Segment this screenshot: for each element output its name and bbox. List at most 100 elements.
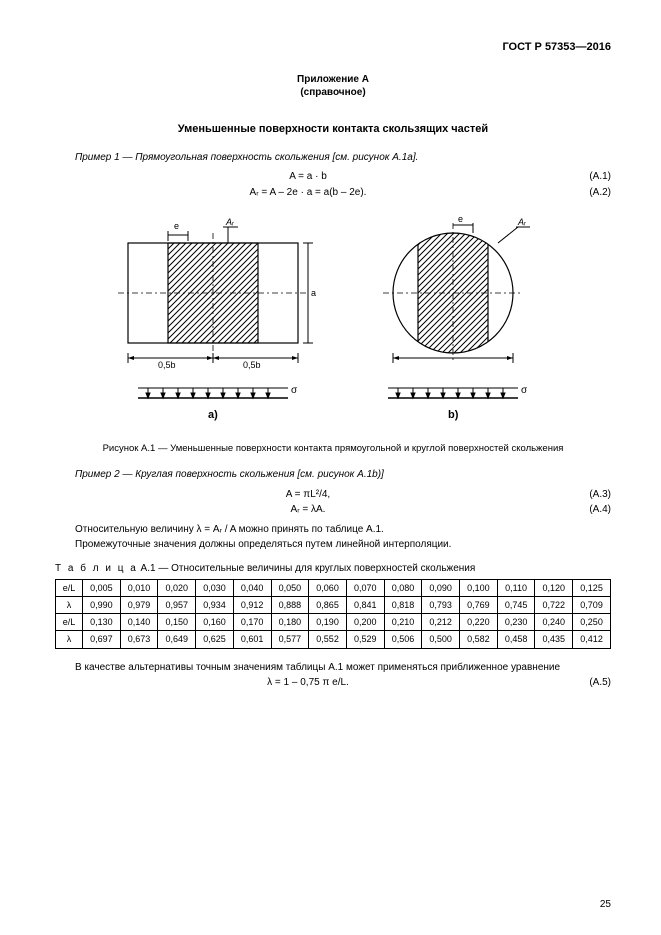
annex-type: (справочное) (55, 86, 611, 100)
table-a1-caption: Т а б л и ц а А.1 — Относительные величи… (55, 562, 611, 576)
table-cell: 0,220 (460, 614, 498, 631)
figure-a-label-a: a (311, 288, 316, 298)
figure-b-label-sigma: σ (521, 385, 528, 396)
table-cell: 0,957 (158, 597, 196, 614)
table-cell: 0,180 (271, 614, 309, 631)
equation-a1-number: (А.1) (561, 170, 611, 184)
equation-a1-row: A = a · b (А.1) (55, 170, 611, 184)
table-cell: 0,769 (460, 597, 498, 614)
equation-a2-row: Aᵣ = A – 2e · a = a(b – 2e). (А.2) (55, 186, 611, 200)
table-cell: 0,150 (158, 614, 196, 631)
table-cell: 0,625 (196, 631, 234, 648)
table-cell: 0,577 (271, 631, 309, 648)
table-cell: 0,110 (497, 580, 535, 597)
section-title: Уменьшенные поверхности контакта скользя… (55, 122, 611, 137)
figure-b-label-e: e (458, 214, 463, 224)
table-cell: 0,458 (497, 631, 535, 648)
table-cell: 0,934 (196, 597, 234, 614)
table-cell: 0,100 (460, 580, 498, 597)
figure-b-label-sub: b) (448, 409, 459, 421)
figure-a1: e Aᵣ 0,5b 0,5b a (55, 213, 611, 433)
body-text-2: Промежуточные значения должны определять… (75, 538, 611, 552)
table-row-header: λ (56, 597, 83, 614)
equation-a2-formula: Aᵣ = A – 2e · a = a(b – 2e). (55, 186, 561, 200)
table-cell: 0,050 (271, 580, 309, 597)
figure-a-label-halfb2: 0,5b (243, 360, 261, 370)
table-cell: 0,210 (384, 614, 422, 631)
table-cell: 0,912 (233, 597, 271, 614)
table-cell: 0,745 (497, 597, 535, 614)
table-cell: 0,212 (422, 614, 460, 631)
equation-a3-row: A = πL²/4, (А.3) (55, 488, 611, 502)
table-cell: 0,722 (535, 597, 573, 614)
equation-a3-formula: A = πL²/4, (55, 488, 561, 502)
table-cell: 0,793 (422, 597, 460, 614)
table-cell: 0,020 (158, 580, 196, 597)
example-1: Пример 1 — Прямоугольная поверхность ско… (75, 151, 611, 165)
table-cell: 0,040 (233, 580, 271, 597)
table-cell: 0,125 (573, 580, 611, 597)
figure-a-label-sub: a) (208, 409, 218, 421)
table-cell: 0,601 (233, 631, 271, 648)
figure-a-label-ar: Aᵣ (225, 217, 234, 227)
table-row: λ 0,697 0,673 0,649 0,625 0,601 0,577 0,… (56, 631, 611, 648)
table-cell: 0,160 (196, 614, 234, 631)
table-cell: 0,170 (233, 614, 271, 631)
table-cell: 0,990 (83, 597, 121, 614)
table-cell: 0,080 (384, 580, 422, 597)
table-caption-prefix: Т а б л и ц а (55, 563, 138, 574)
table-row-header: e/L (56, 580, 83, 597)
equation-a2-number: (А.2) (561, 186, 611, 200)
table-cell: 0,888 (271, 597, 309, 614)
table-row: e/L 0,005 0,010 0,020 0,030 0,040 0,050 … (56, 580, 611, 597)
table-cell: 0,200 (346, 614, 384, 631)
page-number: 25 (600, 898, 611, 912)
equation-a4-row: Aᵣ = λA. (А.4) (55, 503, 611, 517)
equation-a1-formula: A = a · b (55, 170, 561, 184)
annex-title: Приложение А (55, 73, 611, 87)
equation-a5-formula: λ = 1 – 0,75 π e/L. (55, 676, 561, 690)
table-cell: 0,552 (309, 631, 347, 648)
table-cell: 0,130 (83, 614, 121, 631)
example-2: Пример 2 — Круглая поверхность скольжени… (75, 468, 611, 482)
table-cell: 0,673 (120, 631, 158, 648)
equation-a5-row: λ = 1 – 0,75 π e/L. (А.5) (55, 676, 611, 690)
table-caption-text: А.1 — Относительные величины для круглых… (138, 563, 476, 574)
table-cell: 0,582 (460, 631, 498, 648)
table-cell: 0,060 (309, 580, 347, 597)
table-cell: 0,697 (83, 631, 121, 648)
table-cell: 0,090 (422, 580, 460, 597)
table-cell: 0,865 (309, 597, 347, 614)
table-row-header: λ (56, 631, 83, 648)
table-cell: 0,140 (120, 614, 158, 631)
table-cell: 0,030 (196, 580, 234, 597)
gost-header: ГОСТ Р 57353—2016 (55, 40, 611, 55)
figure-a-label-sigma: σ (291, 385, 298, 396)
equation-a4-formula: Aᵣ = λA. (55, 503, 561, 517)
table-cell: 0,818 (384, 597, 422, 614)
table-cell: 0,500 (422, 631, 460, 648)
table-cell: 0,190 (309, 614, 347, 631)
table-cell: 0,841 (346, 597, 384, 614)
equation-a5-number: (А.5) (561, 676, 611, 690)
equation-a4-number: (А.4) (561, 503, 611, 517)
table-row-header: e/L (56, 614, 83, 631)
table-cell: 0,506 (384, 631, 422, 648)
figure-a1b-svg: e Aᵣ σ b) (348, 213, 558, 433)
table-cell: 0,529 (346, 631, 384, 648)
table-cell: 0,070 (346, 580, 384, 597)
figure-b-label-ar: Aᵣ (517, 217, 526, 227)
table-cell: 0,120 (535, 580, 573, 597)
table-cell: 0,250 (573, 614, 611, 631)
table-a1: e/L 0,005 0,010 0,020 0,030 0,040 0,050 … (55, 579, 611, 649)
table-cell: 0,005 (83, 580, 121, 597)
table-cell: 0,412 (573, 631, 611, 648)
table-cell: 0,230 (497, 614, 535, 631)
table-cell: 0,649 (158, 631, 196, 648)
table-cell: 0,010 (120, 580, 158, 597)
table-cell: 0,240 (535, 614, 573, 631)
figure-a1a-svg: e Aᵣ 0,5b 0,5b a (108, 213, 318, 433)
table-cell: 0,435 (535, 631, 573, 648)
body-text-1: Относительную величину λ = Aᵣ / A можно … (75, 523, 611, 537)
page: ГОСТ Р 57353—2016 Приложение А (справочн… (0, 0, 661, 935)
